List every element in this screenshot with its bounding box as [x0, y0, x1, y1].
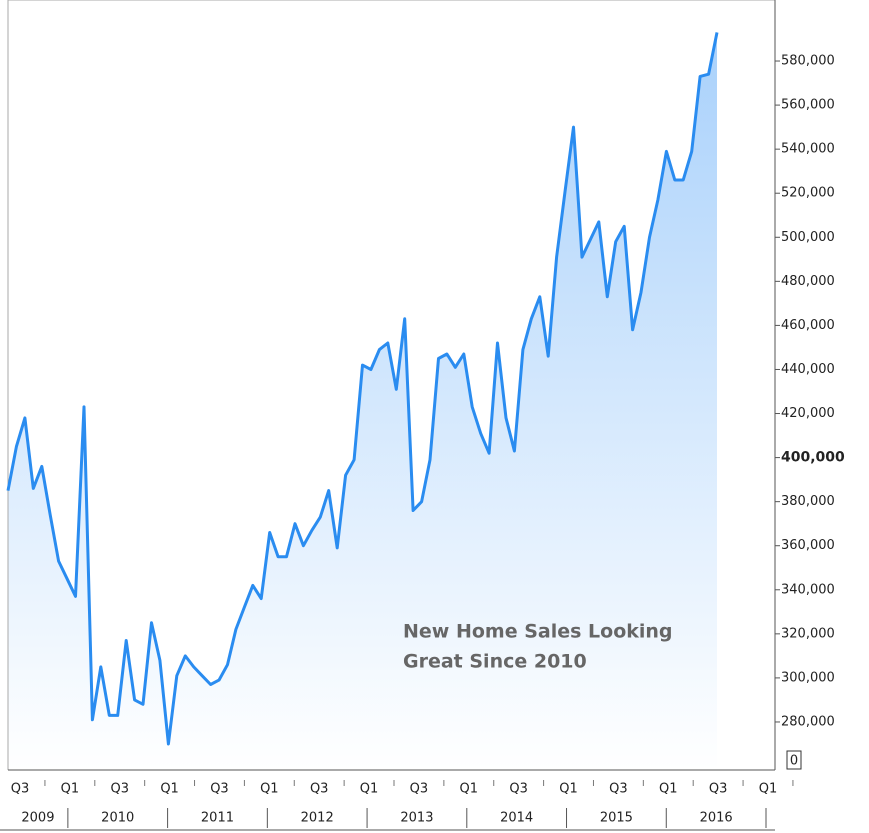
y-tick-label: 440,000 — [781, 362, 835, 377]
year-label: 2012 — [301, 811, 334, 826]
year-label: 2013 — [400, 811, 433, 826]
x-tick-label: Q1 — [360, 782, 379, 797]
y-tick-label: 480,000 — [781, 274, 835, 289]
y-tick-label: 460,000 — [781, 318, 835, 333]
x-tick-label: Q3 — [310, 782, 329, 797]
x-tick-label: Q1 — [61, 782, 80, 797]
x-tick-label: Q1 — [160, 782, 179, 797]
x-tick-label: Q3 — [709, 782, 728, 797]
x-tick-label: Q1 — [759, 782, 778, 797]
x-tick-label: Q3 — [509, 782, 528, 797]
y-tick-label: 320,000 — [781, 626, 835, 641]
y-tick-label: 380,000 — [781, 494, 835, 509]
x-tick-label: Q3 — [210, 782, 229, 797]
area-fill — [8, 32, 717, 770]
axis-break-box — [786, 750, 802, 770]
y-tick-label: 360,000 — [781, 538, 835, 553]
x-tick-label: Q1 — [659, 782, 678, 797]
x-tick-label: Q3 — [410, 782, 429, 797]
y-tick-label: 420,000 — [781, 406, 835, 421]
annotation: New Home Sales Looking — [403, 621, 673, 643]
axis-break-label: 0 — [790, 754, 798, 769]
year-label: 2009 — [21, 811, 54, 826]
year-label: 2016 — [700, 811, 733, 826]
y-tick-label: 400,000 — [781, 450, 845, 466]
year-label: 2011 — [201, 811, 234, 826]
x-tick-label: Q3 — [11, 782, 30, 797]
x-tick-label: Q3 — [609, 782, 628, 797]
x-tick-label: Q3 — [110, 782, 129, 797]
y-tick-label: 540,000 — [781, 142, 835, 157]
y-tick-label: 500,000 — [781, 230, 835, 245]
y-tick-label: 340,000 — [781, 582, 835, 597]
x-tick-label: Q1 — [260, 782, 279, 797]
y-tick-label: 280,000 — [781, 714, 835, 729]
year-label: 2015 — [600, 811, 633, 826]
year-label: 2014 — [500, 811, 533, 826]
y-tick-label: 300,000 — [781, 670, 835, 685]
y-tick-label: 560,000 — [781, 98, 835, 113]
annotation: Great Since 2010 — [403, 651, 587, 673]
x-tick-label: Q1 — [460, 782, 479, 797]
y-tick-label: 580,000 — [781, 54, 835, 69]
line — [6, 32, 719, 746]
year-label: 2010 — [101, 811, 134, 826]
x-tick-label: Q1 — [559, 782, 578, 797]
y-tick-label: 520,000 — [781, 186, 835, 201]
